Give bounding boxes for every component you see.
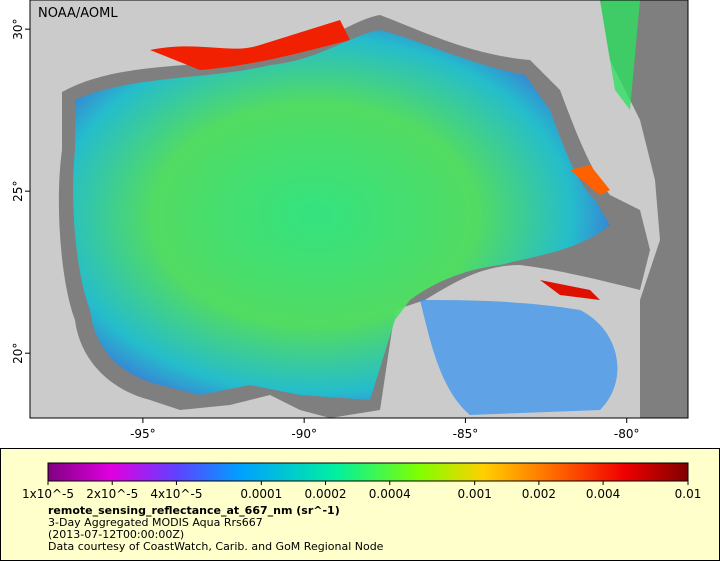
x-tick-label: -85° (453, 427, 479, 441)
colorbar-ticks: 1x10^-5 2x10^-5 4x10^-5 0.0001 0.0002 0.0004 0… (22, 481, 701, 501)
variable-name: remote_sensing_reflectance_at_667_nm (sr… (48, 504, 340, 517)
coastal-high (540, 280, 600, 300)
y-tick-label: 25° (11, 181, 25, 202)
colorbar-tick-label: 0.002 (522, 487, 556, 501)
info-line: (2013-07-12T00:00:00Z) (48, 528, 184, 541)
reflectance-field (73, 30, 610, 400)
reflectance-field (600, 0, 640, 110)
axes: -95° -90° -85° -80° 20° 25° 30° (11, 19, 640, 441)
info-line: Data courtesy of CoastWatch, Carib. and … (48, 540, 384, 553)
map-frame (29, 0, 689, 419)
coastal-high (150, 20, 350, 70)
info-line: 3-Day Aggregated MODIS Aqua Rrs667 (48, 516, 263, 529)
colorbar-tick-label: 0.01 (675, 487, 702, 501)
y-tick-label: 20° (11, 343, 25, 364)
x-tick-label: -80° (614, 427, 640, 441)
coastal-high (570, 165, 610, 195)
colorbar-tick-label: 0.004 (586, 487, 620, 501)
atlantic (600, 0, 688, 418)
colorbar-tick-label: 1x10^-5 (22, 487, 74, 501)
colorbar-tick-label: 0.0002 (305, 487, 347, 501)
reflectance-field (420, 300, 618, 415)
y-tick-label: 30° (11, 19, 25, 40)
colorbar-tick-label: 0.0001 (240, 487, 282, 501)
x-tick-label: -95° (130, 427, 156, 441)
credit: NOAA/AOML (38, 6, 118, 21)
colorbar (47, 462, 689, 482)
colorbar-tick-label: 4x10^-5 (150, 487, 202, 501)
colorbar-tick-label: 0.001 (457, 487, 491, 501)
credit-box (32, 2, 132, 22)
colorbar-tick-label: 2x10^-5 (86, 487, 138, 501)
x-tick-label: -90° (291, 427, 317, 441)
colorbar-tick-label: 0.0004 (369, 487, 411, 501)
